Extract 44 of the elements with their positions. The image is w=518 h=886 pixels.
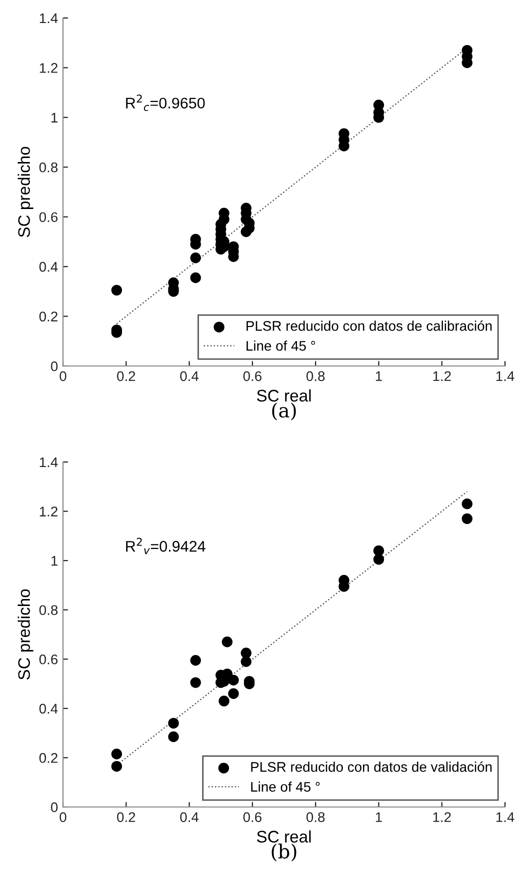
y-tick-label: 1.4 xyxy=(40,13,58,24)
y-tick-label: 0 xyxy=(50,361,58,372)
legend-label: PLSR reducido con datos de calibración xyxy=(246,320,492,331)
y-axis-title: SC predicho xyxy=(18,146,34,238)
y-tick-label: 1.2 xyxy=(40,506,58,516)
x-tick-label: 0 xyxy=(60,371,66,382)
legend-label: Line of 45 ° xyxy=(251,782,320,792)
x-tick-label: 0.6 xyxy=(243,371,262,382)
x-tick-label: 1.4 xyxy=(496,371,514,381)
x-tick-label: 1.2 xyxy=(433,371,451,381)
x-tick-label: 0.8 xyxy=(306,812,325,822)
text: (a) xyxy=(272,402,296,420)
x-tick-label: 0.4 xyxy=(180,371,199,382)
y-tick-label: 0.2 xyxy=(39,753,58,763)
y-tick-label: 0.2 xyxy=(39,312,58,322)
y-tick-label: 0.4 xyxy=(39,704,58,714)
y-tick-label: 0.4 xyxy=(39,262,58,272)
y-tick-label: 0 xyxy=(50,802,58,812)
y-tick-label: 0.8 xyxy=(39,605,58,616)
x-tick-label: 1.4 xyxy=(496,812,514,822)
legend-label: PLSR reducido con datos de validación xyxy=(251,762,492,772)
x-tick-label: 1 xyxy=(376,371,382,381)
y-tick-label: 1.4 xyxy=(40,457,58,468)
y-tick-label: 0.6 xyxy=(39,212,58,222)
x-tick-label: 0.6 xyxy=(243,812,262,822)
x-tick-label: 0.4 xyxy=(180,812,199,822)
x-tick-label: 1 xyxy=(376,812,382,822)
y-tick-label: 0.6 xyxy=(39,654,58,664)
x-tick-label: 0.8 xyxy=(306,371,325,382)
x-tick-label: 0 xyxy=(60,812,66,822)
x-tick-label: 0.2 xyxy=(117,812,136,822)
x-axis-title: SC real xyxy=(256,830,311,843)
text: (b) xyxy=(272,844,296,862)
y-tick-label: 1 xyxy=(51,556,58,566)
y-axis-title: SC predicho xyxy=(18,589,34,680)
y-tick-label: 1.2 xyxy=(40,63,58,73)
x-axis-title: SC real xyxy=(256,389,311,402)
annotation: R$^{2}$$_{v}$=0.9424 xyxy=(126,538,206,554)
x-tick-label: 0.2 xyxy=(117,371,136,382)
x-tick-label: 1.2 xyxy=(433,812,451,822)
y-tick-label: 0.8 xyxy=(39,162,58,172)
legend-label: Line of 45 ° xyxy=(246,340,316,351)
y-tick-label: 1 xyxy=(51,112,58,122)
annotation: R$^{2}$$_{c}$=0.9650 xyxy=(126,94,205,112)
